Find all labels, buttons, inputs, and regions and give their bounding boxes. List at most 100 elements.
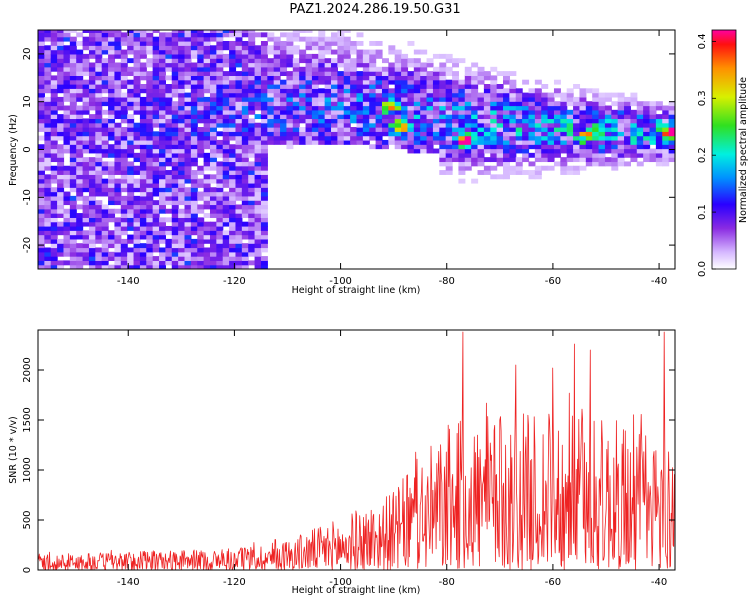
heatmap-cell — [305, 105, 313, 111]
heatmap-cell — [496, 174, 504, 180]
heatmap-cell — [331, 122, 338, 128]
heatmap-cell — [649, 127, 657, 132]
heatmap-cell — [197, 88, 205, 94]
heatmap-cell — [159, 84, 166, 89]
heatmap-cell — [515, 165, 523, 171]
heatmap-cell — [445, 161, 453, 167]
heatmap-cell — [241, 251, 249, 257]
heatmap-cell — [649, 148, 657, 154]
heatmap-cell — [483, 96, 491, 102]
heatmap-cell — [216, 40, 224, 46]
heatmap-cell — [260, 260, 268, 266]
heatmap-cell — [560, 135, 568, 141]
heatmap-cell — [222, 165, 230, 171]
heatmap-cell — [159, 36, 166, 42]
heatmap-cell — [88, 66, 96, 72]
heatmap-cell — [152, 92, 160, 98]
heatmap-cell — [369, 118, 377, 124]
heatmap-cell — [617, 101, 625, 107]
heatmap-cell — [362, 71, 370, 77]
heatmap-cell — [165, 49, 173, 55]
heatmap-cell — [190, 217, 198, 223]
heatmap-cell — [203, 49, 211, 55]
heatmap-cell — [324, 105, 332, 111]
heatmap-cell — [547, 165, 555, 171]
heatmap-cell — [248, 62, 256, 68]
heatmap-cell — [88, 122, 96, 128]
heatmap-cell — [515, 92, 523, 98]
heatmap-cell — [50, 225, 58, 231]
heatmap-cell — [82, 161, 90, 167]
heatmap-cell — [44, 109, 52, 115]
heatmap-cell — [324, 114, 332, 120]
heatmap-cell — [305, 88, 313, 94]
heatmap-cell — [579, 88, 587, 94]
heatmap-cell — [133, 96, 141, 102]
heatmap-cell — [63, 230, 71, 236]
heatmap-cell — [553, 109, 561, 115]
heatmap-cell — [260, 187, 268, 193]
heatmap-cell — [668, 127, 675, 132]
heatmap-cell — [260, 238, 268, 244]
heatmap-cell — [203, 96, 211, 102]
heatmap-cell — [190, 178, 198, 184]
heatmap-cell — [69, 152, 77, 158]
heatmap-cell — [209, 221, 217, 227]
heatmap-cell — [566, 109, 574, 115]
heatmap-cell — [356, 131, 364, 137]
heatmap-cell — [133, 165, 141, 171]
heatmap-cell — [592, 152, 600, 158]
heatmap-cell — [190, 36, 198, 42]
heatmap-cell — [120, 174, 128, 180]
heatmap-cell — [152, 53, 160, 59]
heatmap-cell — [57, 131, 65, 137]
heatmap-cell — [88, 225, 96, 231]
heatmap-cell — [318, 36, 326, 42]
heatmap-cell — [222, 84, 230, 89]
heatmap-cell — [133, 221, 141, 227]
heatmap-cell — [133, 36, 141, 42]
heatmap-cell — [159, 109, 166, 115]
heatmap-cell — [260, 200, 268, 206]
heatmap-cell — [292, 127, 300, 132]
heatmap-cell — [362, 84, 370, 89]
heatmap-cell — [88, 243, 96, 249]
heatmap-cell — [229, 208, 237, 214]
heatmap-cell — [592, 157, 600, 163]
heatmap-cell — [445, 152, 453, 158]
heatmap-cell — [254, 101, 262, 107]
heatmap-cell — [668, 135, 675, 141]
heatmap-cell — [381, 122, 389, 128]
heatmap-cell — [413, 114, 421, 120]
heatmap-cell — [452, 101, 460, 107]
heatmap-cell — [490, 135, 498, 141]
heatmap-cell — [630, 118, 638, 124]
heatmap-cell — [171, 122, 179, 128]
heatmap-cell — [139, 187, 147, 193]
heatmap-cell — [439, 135, 447, 141]
heatmap-cell — [229, 217, 237, 223]
heatmap-cell — [44, 144, 52, 150]
heatmap-cell — [566, 96, 574, 102]
heatmap-cell — [407, 101, 415, 107]
heatmap-cell — [69, 251, 77, 257]
heatmap-cell — [178, 105, 186, 111]
heatmap-cell — [260, 92, 268, 98]
heatmap-cell — [203, 200, 211, 206]
heatmap-cell — [254, 32, 262, 38]
heatmap-cell — [50, 79, 58, 85]
heatmap-cell — [445, 131, 453, 137]
heatmap-cell — [630, 144, 638, 150]
heatmap-cell — [108, 213, 116, 218]
heatmap-cell — [222, 122, 230, 128]
heatmap-cell — [159, 71, 166, 77]
heatmap-cell — [95, 230, 103, 236]
heatmap-cell — [114, 200, 122, 206]
heatmap-cell — [82, 92, 90, 98]
heatmap-cell — [617, 118, 625, 124]
heatmap-cell — [668, 131, 675, 137]
heatmap-cell — [152, 96, 160, 102]
heatmap-cell — [197, 148, 205, 154]
heatmap-cell — [534, 105, 542, 111]
heatmap-cell — [553, 88, 561, 94]
